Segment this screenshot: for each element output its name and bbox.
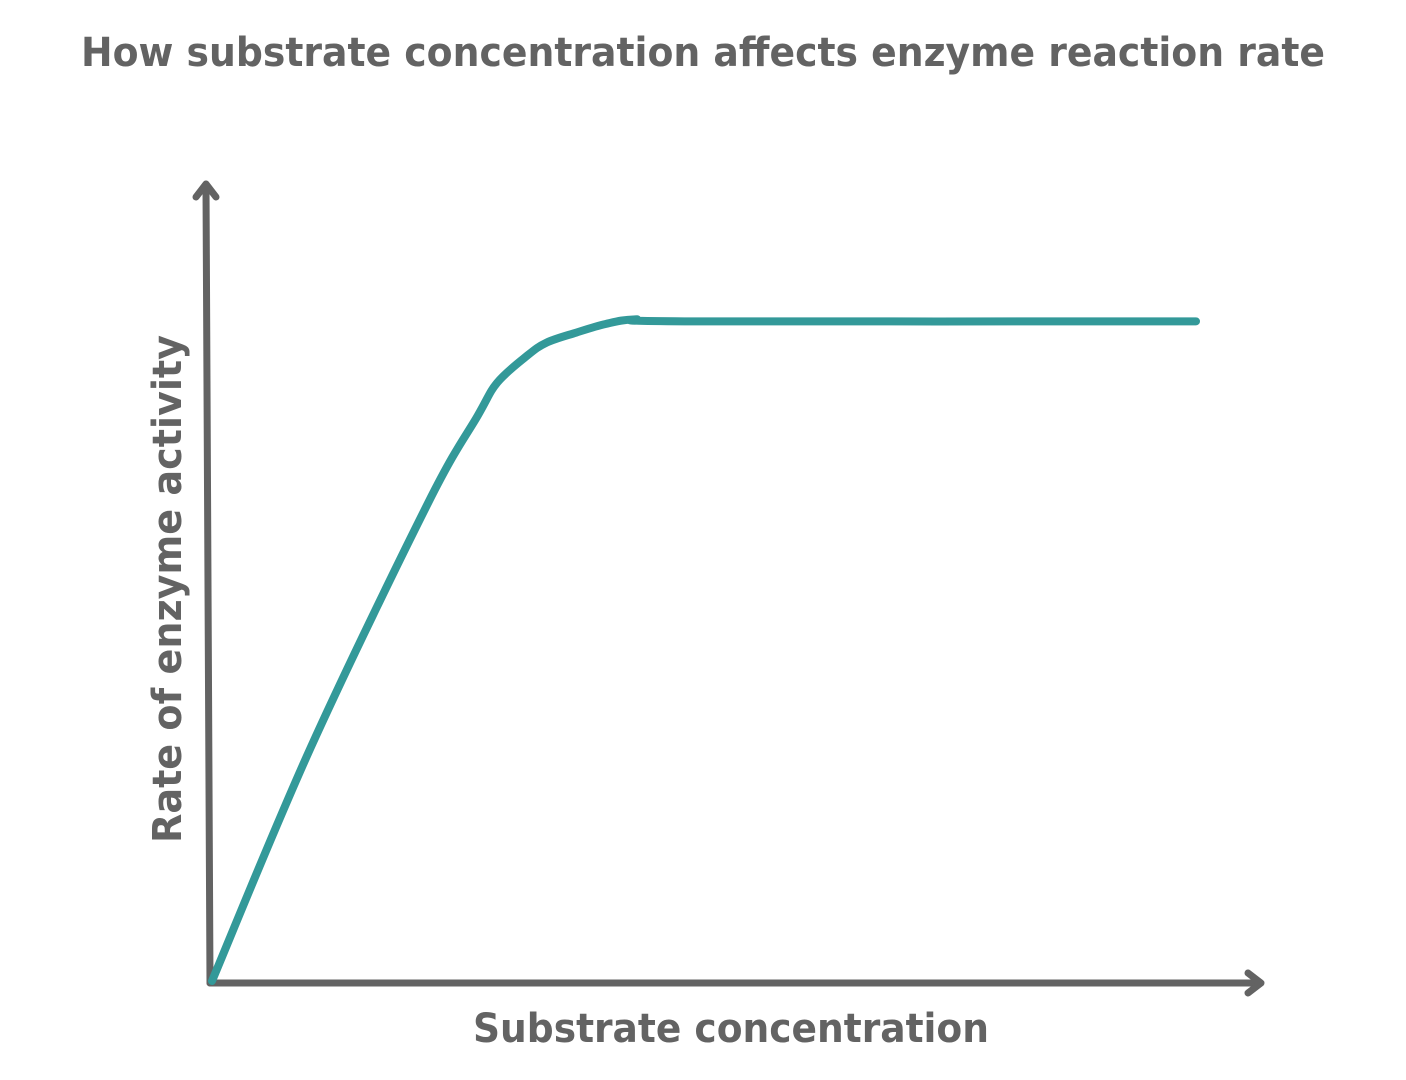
y-axis-arrowhead [192,180,220,201]
x-axis-label: Substrate concentration [473,1006,989,1052]
x-axis-arrowhead [1244,969,1265,997]
y-axis-line [202,183,214,987]
series-layer [208,315,1200,985]
y-axis-label: Rate of enzyme activity [145,335,191,843]
chart-title: How substrate concentration affects enzy… [81,30,1325,76]
series-line-0 [208,315,1200,985]
